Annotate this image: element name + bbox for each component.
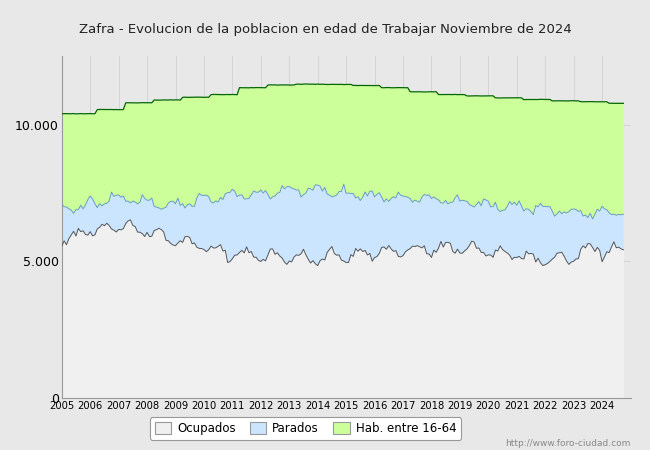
Text: Zafra - Evolucion de la poblacion en edad de Trabajar Noviembre de 2024: Zafra - Evolucion de la poblacion en eda…	[79, 23, 571, 36]
Legend: Ocupados, Parados, Hab. entre 16-64: Ocupados, Parados, Hab. entre 16-64	[150, 417, 461, 440]
Text: http://www.foro-ciudad.com: http://www.foro-ciudad.com	[505, 439, 630, 448]
